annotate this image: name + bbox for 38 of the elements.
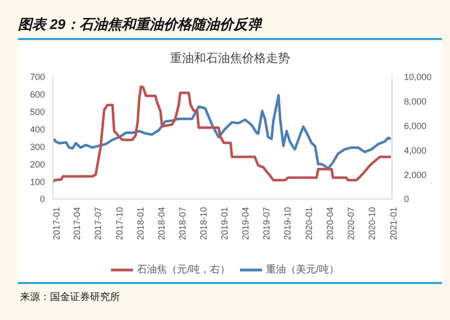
y-tick-label: 400 [30,124,45,134]
x-tick-label: 2018-01 [136,207,146,240]
x-tick-label: 2020-07 [346,207,356,240]
x-tick-label: 2018-04 [156,207,166,240]
legend-label: 石油焦（元/吨，右） [137,264,230,276]
y2-tick-label: 10,000 [404,72,432,82]
line-series [53,86,392,184]
source-note: 来源：国金证券研究所 [20,290,120,304]
y-tick-label: 500 [30,107,45,118]
x-tick-label: 2021-01 [388,207,398,240]
legend-label: 重油（美元/吨） [266,264,339,276]
x-tick-label: 2019-04 [240,207,250,240]
line-series [53,94,392,170]
y2-tick-label: 6,000 [404,120,427,131]
x-tick-label: 2017-10 [114,207,124,240]
y-tick-label: 100 [30,176,45,187]
y-tick-label: 300 [30,142,45,152]
y-tick-label: 700 [30,72,45,82]
x-tick-label: 2020-04 [324,207,335,240]
y-tick-label: 0 [40,194,45,204]
x-tick-label: 2018-10 [198,207,209,240]
y-tick-label: 600 [30,90,45,100]
y2-tick-label: 4,000 [404,145,427,156]
x-tick-label: 2019-01 [220,207,230,240]
y2-tick-label: 8,000 [404,96,427,107]
y2-tick-label: 0 [404,194,410,204]
x-tick-label: 2018-07 [177,207,188,240]
x-tick-label: 2017-04 [72,207,82,240]
x-tick-label: 2019-10 [282,207,293,240]
x-tick-label: 2017-01 [51,207,62,240]
x-tick-label: 2020-10 [367,207,378,240]
x-tick-label: 2017-07 [93,207,104,240]
chart-subtitle: 重油和石油焦价格走势 [169,50,291,67]
y2-tick-label: 2,000 [404,170,427,180]
chart-title: 图表 29：石油焦和重油价格随油价反弹 [18,16,262,34]
y-tick-label: 200 [30,159,45,170]
x-tick-label: 2019-07 [261,207,272,240]
x-tick-label: 2020-01 [304,207,314,240]
